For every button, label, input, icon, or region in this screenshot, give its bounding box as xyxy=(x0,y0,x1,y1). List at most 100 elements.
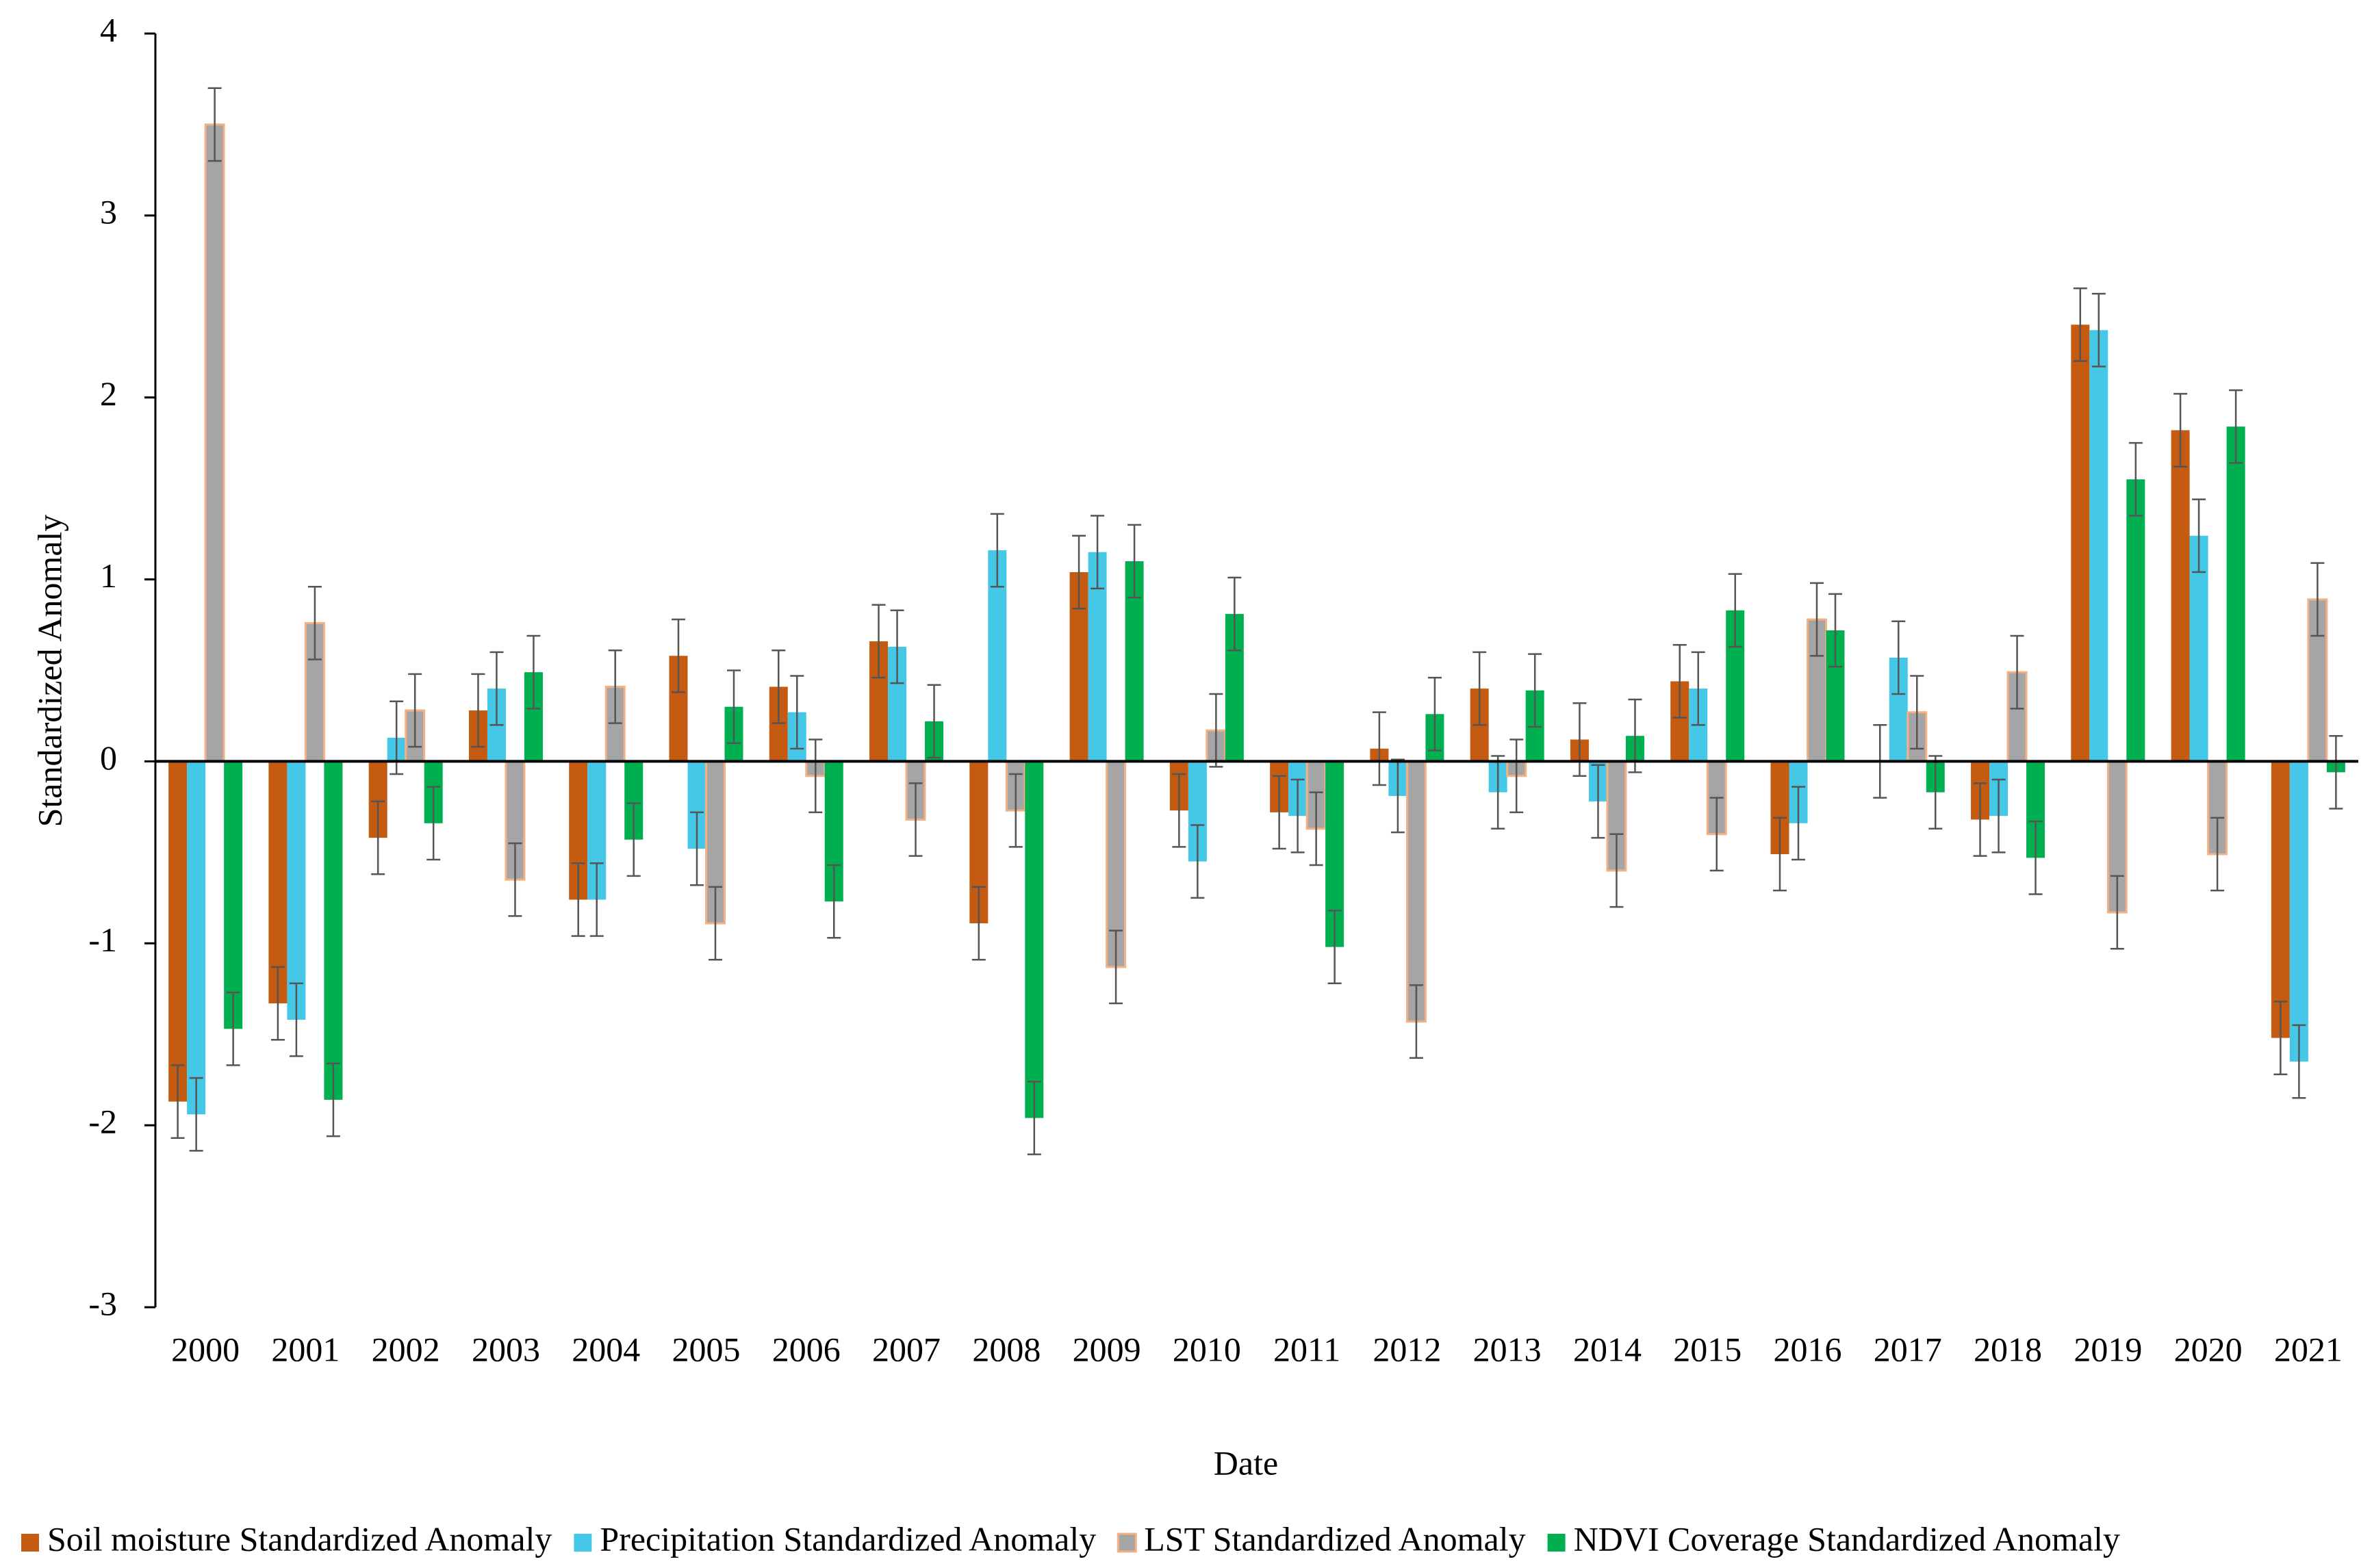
error-bar xyxy=(927,684,941,759)
error-bar xyxy=(1190,824,1205,899)
error-bar xyxy=(1372,711,1386,786)
error-bar xyxy=(1828,593,1842,668)
error-bar xyxy=(326,1062,340,1138)
bar xyxy=(224,761,243,1029)
bar xyxy=(204,123,225,762)
error-bar xyxy=(1528,653,1542,728)
error-bar xyxy=(871,604,886,679)
bar xyxy=(2089,330,2108,762)
error-bar xyxy=(189,1077,203,1152)
error-bar xyxy=(270,966,285,1041)
error-bar xyxy=(489,651,504,726)
error-bar xyxy=(1072,535,1086,610)
bar xyxy=(2126,479,2145,762)
error-bar xyxy=(2310,562,2325,637)
error-bar xyxy=(1691,651,1705,726)
error-bar xyxy=(1891,620,1906,695)
error-bar xyxy=(2110,875,2124,950)
error-bar xyxy=(1309,791,1323,866)
bar xyxy=(187,761,206,1115)
error-bar xyxy=(1910,675,1924,750)
x-tick-label: 2013 xyxy=(1473,1330,1542,1368)
error-bar xyxy=(226,991,240,1066)
error-bar xyxy=(808,738,823,814)
error-bar xyxy=(1109,929,1123,1005)
error-bar xyxy=(2292,1024,2306,1099)
bar xyxy=(287,761,306,1020)
error-bar xyxy=(1991,778,2006,853)
error-bar xyxy=(289,982,303,1057)
bar xyxy=(2171,430,2190,762)
x-axis-label: Date xyxy=(1214,1443,1278,1482)
error-bar xyxy=(608,650,622,724)
x-tick-label: 2014 xyxy=(1573,1330,1642,1368)
error-bar xyxy=(471,673,485,748)
bar xyxy=(2071,324,2090,762)
error-bar xyxy=(672,618,685,693)
x-tick-label: 2015 xyxy=(1673,1330,1742,1368)
error-bar xyxy=(890,609,904,684)
error-bar xyxy=(2073,287,2087,362)
error-bar xyxy=(508,842,522,917)
legend-swatch xyxy=(21,1534,39,1552)
error-bar xyxy=(207,87,222,162)
y-tick-label: -2 xyxy=(88,1103,117,1141)
error-bar xyxy=(371,800,385,875)
x-tick-label: 2020 xyxy=(2174,1330,2243,1368)
error-bar xyxy=(2128,441,2143,517)
error-bar xyxy=(1091,515,1105,590)
error-bar xyxy=(727,669,741,745)
y-tick-label: 3 xyxy=(100,192,117,231)
error-bar xyxy=(1810,582,1824,657)
error-bar xyxy=(1027,1081,1041,1155)
error-bar xyxy=(1008,773,1023,848)
error-bar xyxy=(170,1064,185,1140)
error-bar xyxy=(2329,734,2343,810)
x-tick-label: 2007 xyxy=(872,1330,941,1368)
error-bar xyxy=(1290,778,1305,853)
error-bar xyxy=(709,886,722,961)
error-bar xyxy=(2173,393,2188,467)
bar xyxy=(2189,535,2208,762)
error-bar xyxy=(827,864,841,939)
legend-swatch xyxy=(1117,1532,1137,1553)
bar xyxy=(2289,761,2308,1062)
error-bar xyxy=(1709,797,1724,872)
y-tick-label: -3 xyxy=(88,1284,117,1322)
error-bar xyxy=(1172,773,1186,848)
error-bar xyxy=(589,862,604,937)
error-bar xyxy=(2010,634,2024,710)
x-tick-label: 2012 xyxy=(1373,1330,1441,1368)
error-bar xyxy=(1427,676,1442,751)
y-tick-label: 1 xyxy=(100,556,117,595)
error-bar xyxy=(2091,292,2106,368)
error-bar xyxy=(971,886,986,961)
bar xyxy=(1025,761,1044,1118)
error-bar xyxy=(1390,758,1405,834)
error-bar xyxy=(1472,651,1487,726)
bar xyxy=(168,761,188,1102)
error-bar xyxy=(1773,817,1787,892)
x-tick-label: 2004 xyxy=(572,1330,640,1368)
x-tick-label: 2017 xyxy=(1874,1330,1942,1368)
x-tick-label: 2000 xyxy=(171,1330,240,1368)
error-bar xyxy=(426,786,441,861)
error-bar xyxy=(790,675,804,750)
x-tick-label: 2005 xyxy=(672,1330,741,1368)
error-bar xyxy=(1127,524,1142,599)
bar xyxy=(1405,760,1427,1023)
y-tick-label: 2 xyxy=(100,374,117,413)
y-tick-label: 4 xyxy=(100,10,117,49)
error-bar xyxy=(1327,910,1342,985)
x-tick-label: 2002 xyxy=(372,1330,440,1368)
error-bar xyxy=(571,862,585,937)
error-bar xyxy=(990,513,1004,588)
x-tick-label: 2010 xyxy=(1173,1330,1241,1368)
error-bar xyxy=(2192,498,2206,574)
legend-label: Soil moisture Standardized Anomaly xyxy=(47,1519,552,1558)
error-bar xyxy=(771,650,786,724)
error-bar xyxy=(2028,820,2043,895)
error-bar xyxy=(1973,782,1987,857)
error-bar xyxy=(526,634,541,710)
